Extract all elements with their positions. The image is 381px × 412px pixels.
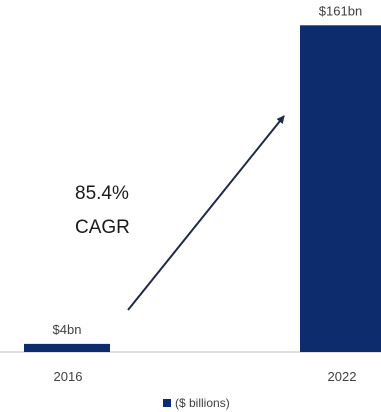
cagr-arrow — [127, 115, 285, 311]
bar-2016 — [24, 343, 110, 352]
data-label-2022: $161bn — [319, 3, 362, 18]
legend: ($ billions) — [163, 396, 230, 410]
bar-2022 — [300, 25, 381, 353]
x-tick-label-2022: 2022 — [328, 369, 357, 384]
cagr-annotation-line-1: 85.4% — [75, 183, 129, 204]
data-label-2016: $4bn — [53, 322, 82, 337]
labels-layer: $4bn 2016 $161bn 2022 — [53, 3, 363, 384]
bars-layer — [24, 25, 381, 353]
legend-swatch — [163, 399, 171, 407]
cagr-annotation-line-2: CAGR — [75, 217, 130, 238]
x-tick-label-2016: 2016 — [54, 369, 83, 384]
legend-label: ($ billions) — [175, 396, 230, 410]
